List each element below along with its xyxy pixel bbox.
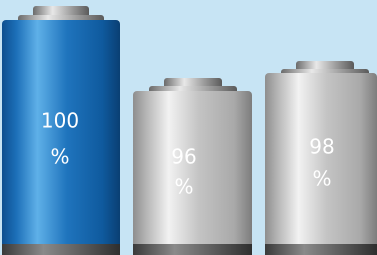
battery: 96 %: [133, 78, 252, 255]
battery: 98 %: [265, 61, 377, 255]
battery-body: [265, 73, 377, 255]
battery-unit: %: [50, 145, 69, 169]
battery-unit: %: [174, 175, 193, 199]
battery-unit: %: [312, 167, 331, 191]
battery-base: [265, 244, 377, 255]
battery-base: [133, 244, 252, 255]
battery-body: [2, 20, 120, 255]
battery: 100 %: [2, 6, 120, 255]
scene: 100 % 96 % 98 %: [0, 0, 377, 255]
battery-body: [133, 91, 252, 255]
battery-value: 96: [171, 145, 196, 169]
battery-value: 98: [309, 135, 334, 159]
battery-value: 100: [41, 109, 79, 133]
battery-base: [2, 244, 120, 255]
